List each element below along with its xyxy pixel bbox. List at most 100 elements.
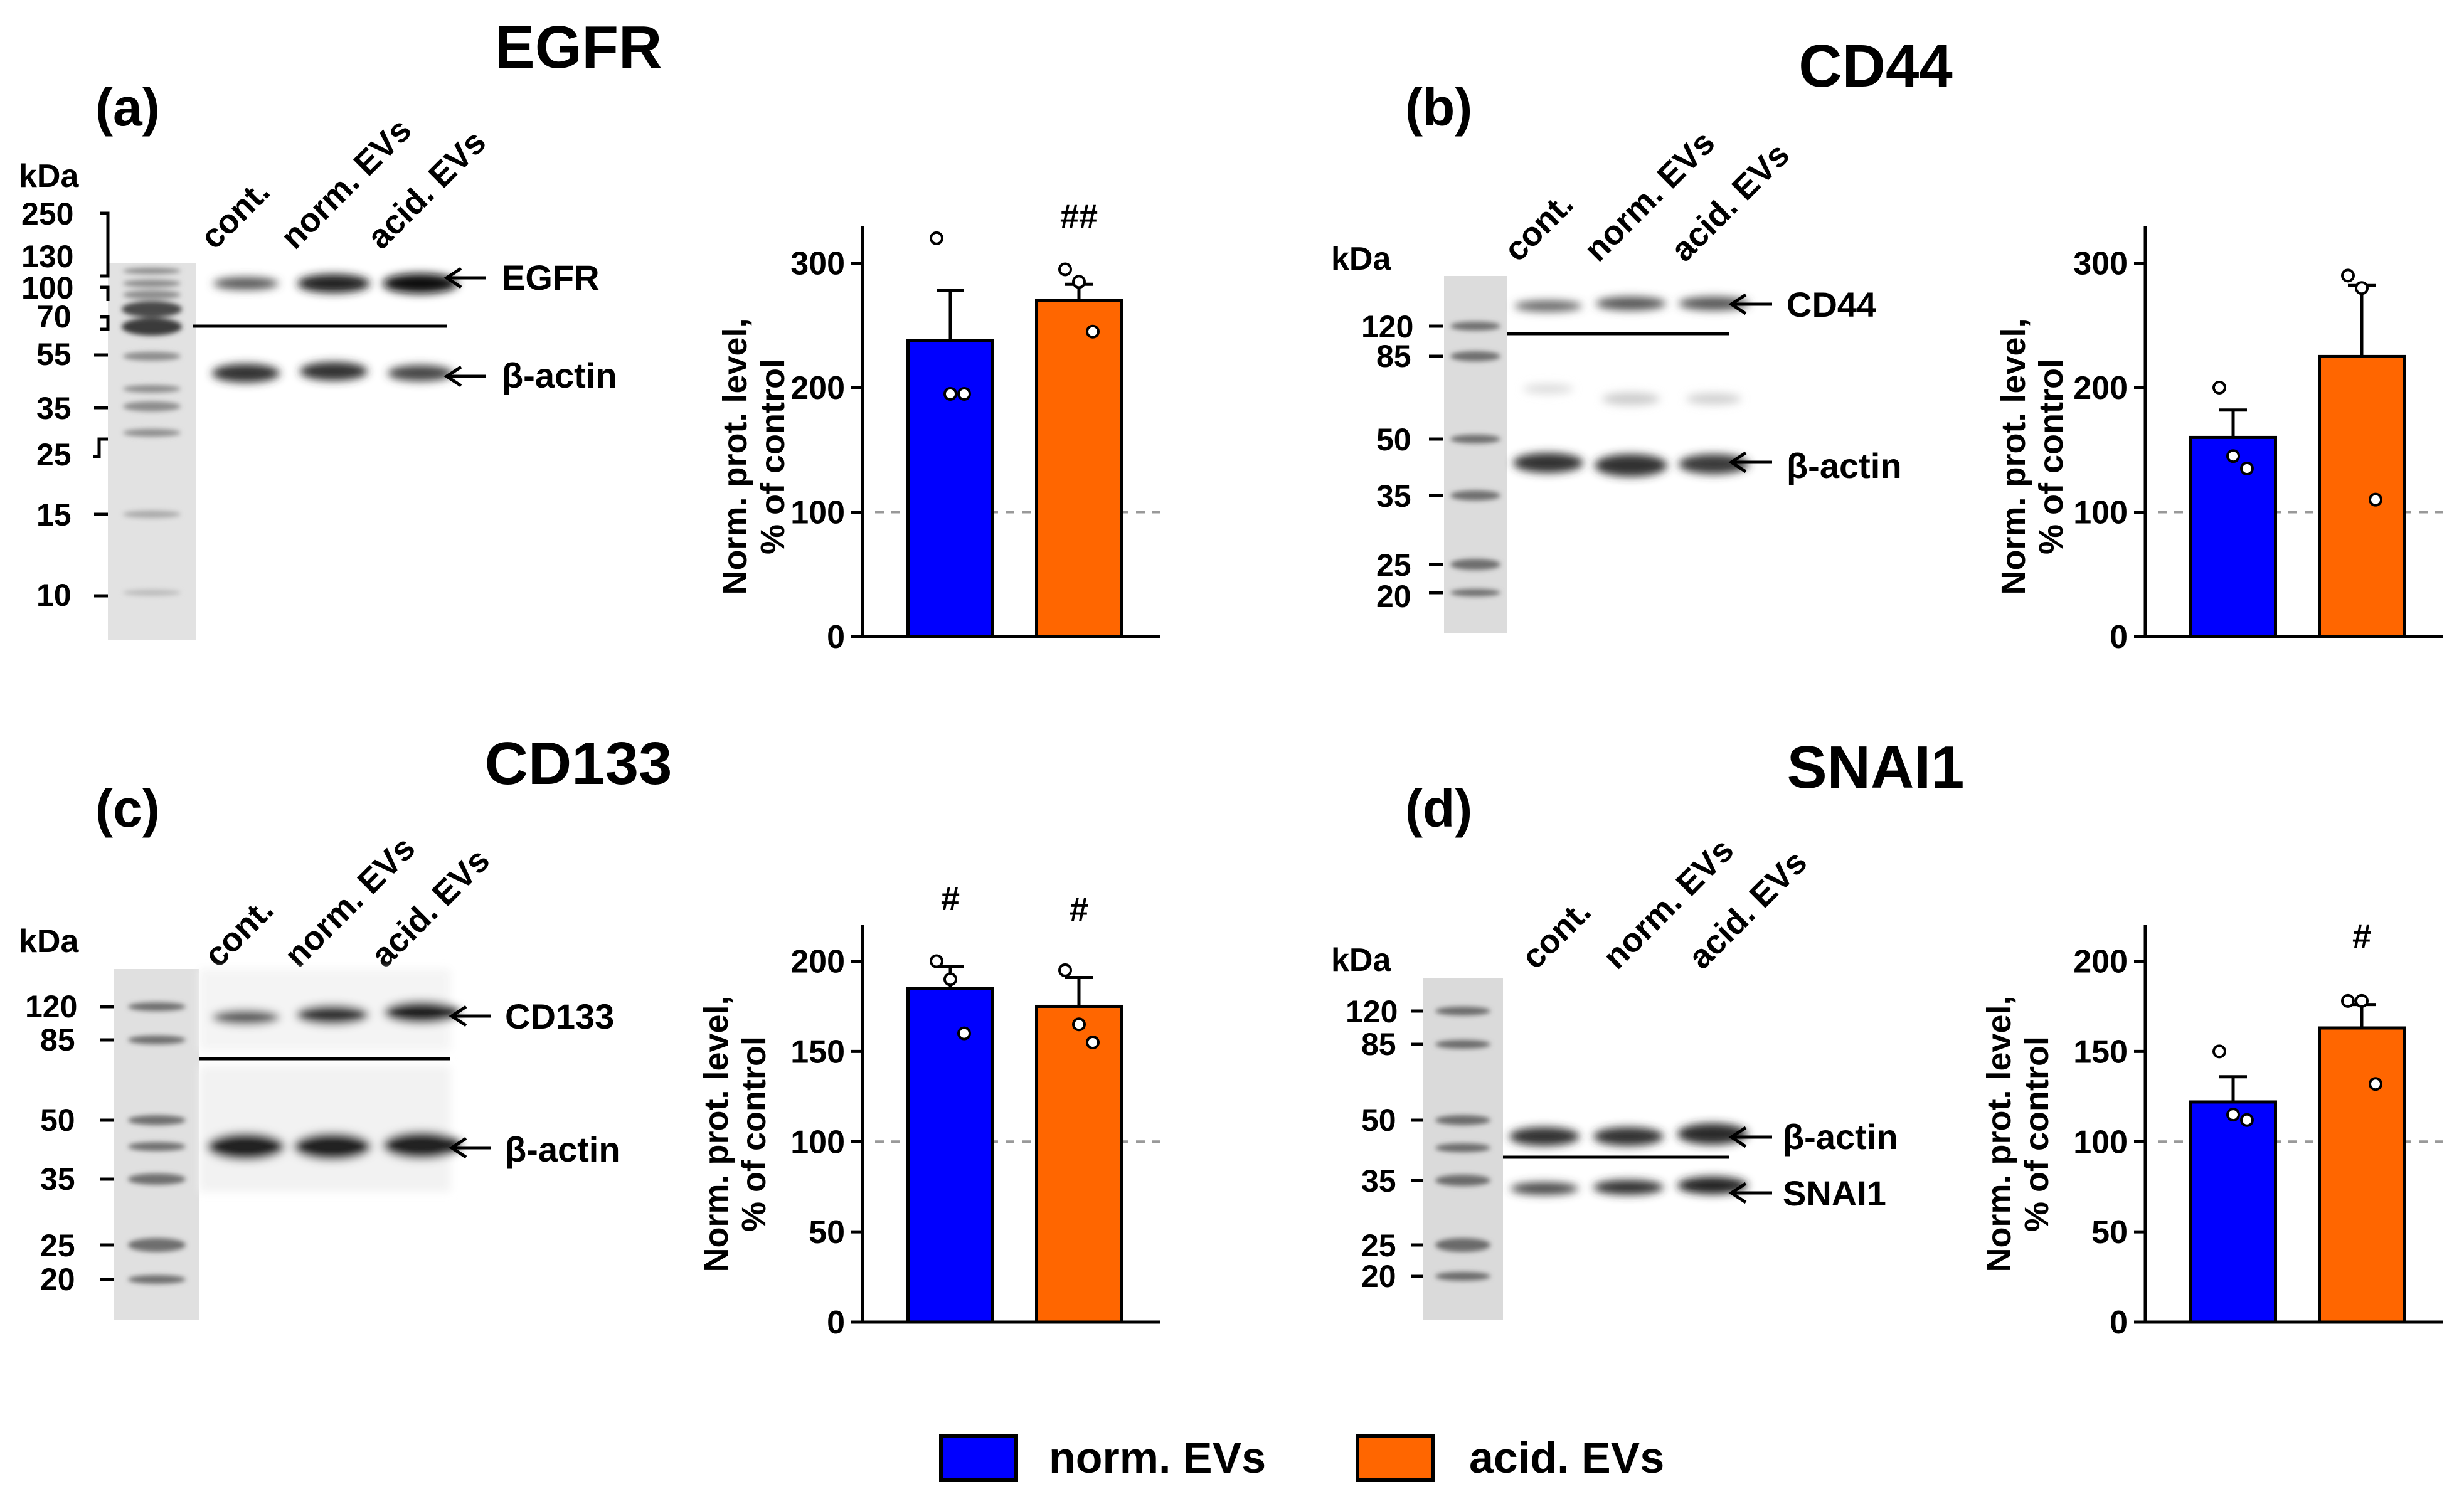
marker-label: 20 (1376, 579, 1411, 614)
bar (2318, 354, 2406, 638)
panel-d-marker-labels: 120 85 50 35 25 20 (1346, 994, 1398, 1294)
y-axis-label-line2: % of control (2018, 1036, 2056, 1232)
marker-label: 55 (36, 337, 72, 372)
panel-a-chart: Norm. prot. level, % of control ## 0 100 20… (716, 198, 1160, 655)
panel-b-blot: kDa 120 85 50 35 25 20 (1331, 124, 1902, 633)
significance-mark: # (2352, 918, 2371, 956)
data-point (930, 954, 943, 968)
bar (906, 339, 994, 638)
data-point (1058, 963, 1072, 977)
panel-b-marker-labels: 120 85 50 35 25 20 (1361, 309, 1413, 614)
y-tick-label: 200 (790, 944, 845, 980)
panel-c: CD133 (c) kDa 120 85 50 35 25 20 (19, 730, 1160, 1341)
band-label: SNAI1 (1783, 1173, 1886, 1213)
panel-a-band-arrows (443, 267, 486, 388)
panel-b-chart: Norm. prot. level, % of control 0 100 200 3… (1995, 226, 2443, 655)
panel-a-lane-labels: cont. norm. EVs acid. EVs (193, 111, 493, 256)
marker-label: 25 (36, 437, 72, 472)
legend-label-acid: acid. EVs (1469, 1433, 1664, 1482)
data-point (957, 1026, 971, 1041)
y-tick-label: 200 (2073, 370, 2128, 406)
panel-b-label: (b) (1405, 78, 1472, 137)
y-tick-label: 50 (809, 1214, 845, 1251)
panel-c-marker-labels: 120 85 50 35 25 20 (25, 989, 77, 1297)
data-point (2226, 1108, 2240, 1122)
panel-d: SNAI1 (d) kDa 120 85 50 35 25 20 (1331, 734, 2443, 1341)
panel-c-band-arrows (449, 1005, 491, 1159)
band-label: β-actin (505, 1130, 620, 1169)
bar (2189, 1100, 2277, 1324)
panel-d-label: (d) (1405, 779, 1472, 838)
panel-d-bands (1509, 1123, 1748, 1195)
lane-label: cont. (1514, 893, 1598, 977)
y-tick-label: 150 (790, 1034, 845, 1070)
y-tick-label: 0 (827, 1305, 845, 1341)
marker-label: 50 (1361, 1103, 1396, 1138)
panel-d-blot: kDa 120 85 50 35 25 20 (1331, 831, 1898, 1320)
data-point (2212, 381, 2226, 395)
marker-label: 35 (40, 1162, 75, 1197)
marker-label: 50 (40, 1103, 75, 1138)
data-point (2369, 1077, 2382, 1091)
data-point (957, 386, 971, 401)
significance-mark: # (941, 880, 960, 918)
marker-label: 250 (21, 196, 73, 231)
bar (906, 987, 994, 1324)
panel-b-ladder-bands (1450, 322, 1500, 596)
panel-a-bands (212, 273, 458, 383)
data-point (2355, 993, 2369, 1008)
significance-mark: # (1070, 891, 1088, 928)
y-tick-label: 100 (2073, 1124, 2128, 1160)
marker-label: 35 (1361, 1163, 1396, 1199)
panel-d-title: SNAI1 (1787, 734, 1965, 801)
marker-label: 85 (1376, 339, 1411, 374)
marker-label: 10 (36, 578, 72, 613)
y-tick-label: 200 (2073, 944, 2128, 980)
marker-label: 100 (21, 270, 73, 305)
panel-c-title: CD133 (485, 730, 672, 797)
panel-c-marker-ticks (100, 1005, 114, 1281)
panel-b-title: CD44 (1798, 33, 1952, 100)
lane-label: cont. (193, 172, 277, 257)
panel-a-title: EGFR (495, 14, 662, 81)
legend-label-norm: norm. EVs (1049, 1433, 1266, 1482)
panel-a-blot: kDa 250 130 100 70 55 35 (19, 111, 617, 640)
panel-c-lane-labels: cont. norm. EVs acid. EVs (197, 829, 497, 974)
panel-a-marker-ticks (93, 211, 110, 598)
bar (2189, 435, 2277, 638)
panel-a-label: (a) (95, 78, 160, 137)
data-point (2226, 449, 2240, 463)
marker-label: 120 (1361, 309, 1413, 344)
data-point (2355, 281, 2369, 295)
data-point (1086, 1036, 1100, 1050)
marker-label: 70 (36, 299, 72, 334)
y-tick-label: 300 (790, 246, 845, 282)
panel-d-band-arrows (1728, 1126, 1772, 1204)
data-point (2212, 1044, 2226, 1059)
y-axis-label-line1: Norm. prot. level, (1995, 318, 2032, 595)
data-point (2341, 993, 2355, 1008)
band-label: CD133 (505, 997, 614, 1036)
marker-label: 85 (40, 1022, 75, 1057)
bar (2318, 1026, 2406, 1324)
y-axis-label-line1: Norm. prot. level, (1980, 995, 2018, 1272)
data-point (1072, 1017, 1086, 1032)
y-axis-label-line1: Norm. prot. level, (716, 318, 754, 595)
y-tick-label: 0 (827, 619, 845, 655)
panel-d-kda-head: kDa (1331, 942, 1391, 978)
legend-swatch-norm (939, 1434, 1018, 1482)
band-label: CD44 (1787, 285, 1876, 324)
panel-c-bands (199, 969, 460, 1192)
marker-label: 25 (1376, 548, 1411, 583)
panel-a-marker-labels: 250 130 100 70 55 35 25 15 10 (21, 196, 73, 613)
data-point (943, 972, 957, 987)
panel-b-lane-labels: cont. norm. EVs acid. EVs (1497, 124, 1797, 268)
panel-a-ladder-bands (122, 268, 182, 596)
panel-b-marker-ticks (1429, 324, 1443, 595)
y-tick-label: 100 (790, 495, 845, 531)
panel-b: CD44 (b) kDa 120 85 50 35 25 20 (1331, 33, 2443, 655)
bar (1035, 299, 1123, 638)
data-point (2240, 462, 2254, 476)
marker-label: 120 (25, 989, 77, 1024)
